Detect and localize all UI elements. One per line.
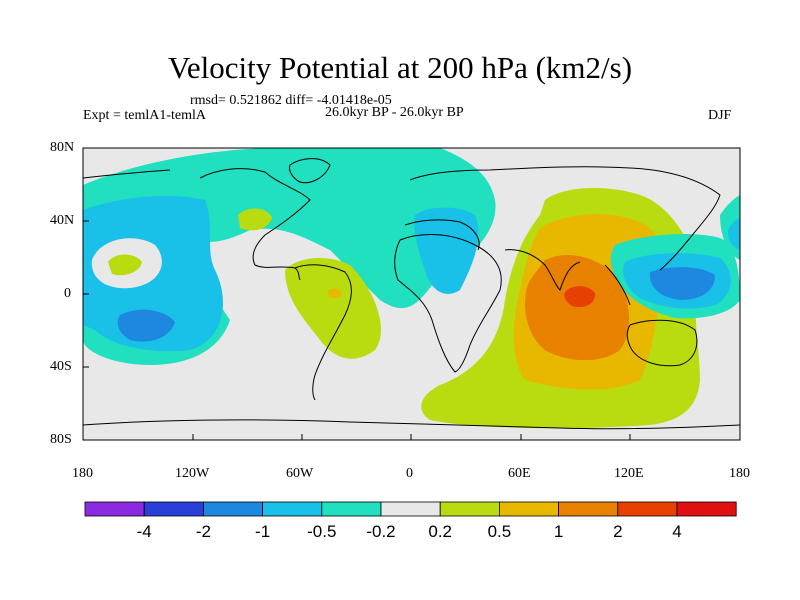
colorbar-swatch	[676, 501, 737, 517]
lon-label-60w: 60W	[286, 466, 314, 481]
positive-spot-south-america	[327, 288, 342, 299]
lon-label-0: 0	[406, 466, 413, 481]
colorbar-label: 4	[672, 522, 681, 541]
colorbar-label: -1	[255, 522, 270, 541]
colorbar-swatch	[380, 501, 441, 517]
moderate-negative-east-edge	[727, 218, 740, 250]
colorbar-label: 0.5	[488, 522, 512, 541]
experiment-label: Expt = temlA1-temlA	[83, 108, 206, 123]
coastline-africa	[394, 234, 502, 373]
strong-positive-indian-ocean	[525, 255, 630, 361]
plot-title: Velocity Potential at 200 hPa (km2/s)	[167, 50, 633, 85]
season-label: DJF	[708, 108, 732, 123]
colorbar-label: -0.2	[366, 522, 395, 541]
maximum-positive-core	[564, 286, 596, 308]
colorbar-label: -4	[137, 522, 152, 541]
colorbar-label: 2	[613, 522, 622, 541]
lon-label-60e: 60E	[508, 466, 531, 481]
lat-label-0: 0	[64, 286, 71, 301]
coastline-europe	[404, 219, 480, 251]
colorbar-label: -2	[196, 522, 211, 541]
strong-negative-west-pacific	[649, 267, 715, 300]
colorbar-swatch	[262, 501, 323, 517]
lon-label-120w: 120W	[175, 466, 210, 481]
lat-label-40s: 40S	[50, 359, 72, 374]
coastline-arctic	[83, 169, 171, 179]
colorbar-label: -0.5	[307, 522, 336, 541]
coastline-antarctica	[83, 419, 740, 430]
rmsd-diff-label: rmsd= 0.521862 diff= -4.01418e-05	[190, 93, 392, 108]
positive-spot-pacific	[108, 254, 142, 276]
colorbar-swatch	[558, 501, 619, 517]
contour-field	[83, 148, 740, 440]
positive-region-south-america	[285, 258, 381, 359]
coastline-australia	[626, 319, 698, 367]
coastlines	[83, 158, 740, 430]
colorbar-label: 1	[554, 522, 563, 541]
lon-label-180e: 180	[729, 466, 750, 481]
lat-label-80s: 80S	[50, 432, 72, 447]
coastline-southeast-asia	[604, 264, 631, 306]
axis-ticks	[83, 147, 631, 441]
coastline-south-america	[294, 264, 352, 401]
coastline-arabia-india	[504, 249, 581, 291]
period-label: 26.0kyr BP - 26.0kyr BP	[325, 105, 464, 120]
lat-label-80n: 80N	[50, 140, 75, 155]
colorbar-swatch	[143, 501, 204, 517]
strong-negative-pacific	[117, 309, 175, 342]
lon-label-120e: 120E	[614, 466, 644, 481]
colorbar-label: 0.2	[428, 522, 452, 541]
colorbar-swatch	[439, 501, 500, 517]
colorbar-swatch	[321, 501, 382, 517]
coastline-eurasia	[409, 166, 721, 271]
negative-region-africa	[414, 207, 479, 294]
colorbar: -4 -2 -1 -0.5 -0.2 0.2 0.5 1 2 4	[84, 501, 737, 541]
colorbar-swatch	[202, 501, 263, 517]
colorbar-swatch	[617, 501, 678, 517]
positive-spot-atlantic	[238, 208, 272, 231]
lat-label-40n: 40N	[50, 213, 75, 228]
colorbar-swatch	[498, 501, 559, 517]
colorbar-swatch	[84, 501, 145, 517]
lon-label-180w: 180	[72, 466, 93, 481]
coastline-north-america	[199, 168, 311, 281]
coastline-greenland	[289, 158, 331, 184]
